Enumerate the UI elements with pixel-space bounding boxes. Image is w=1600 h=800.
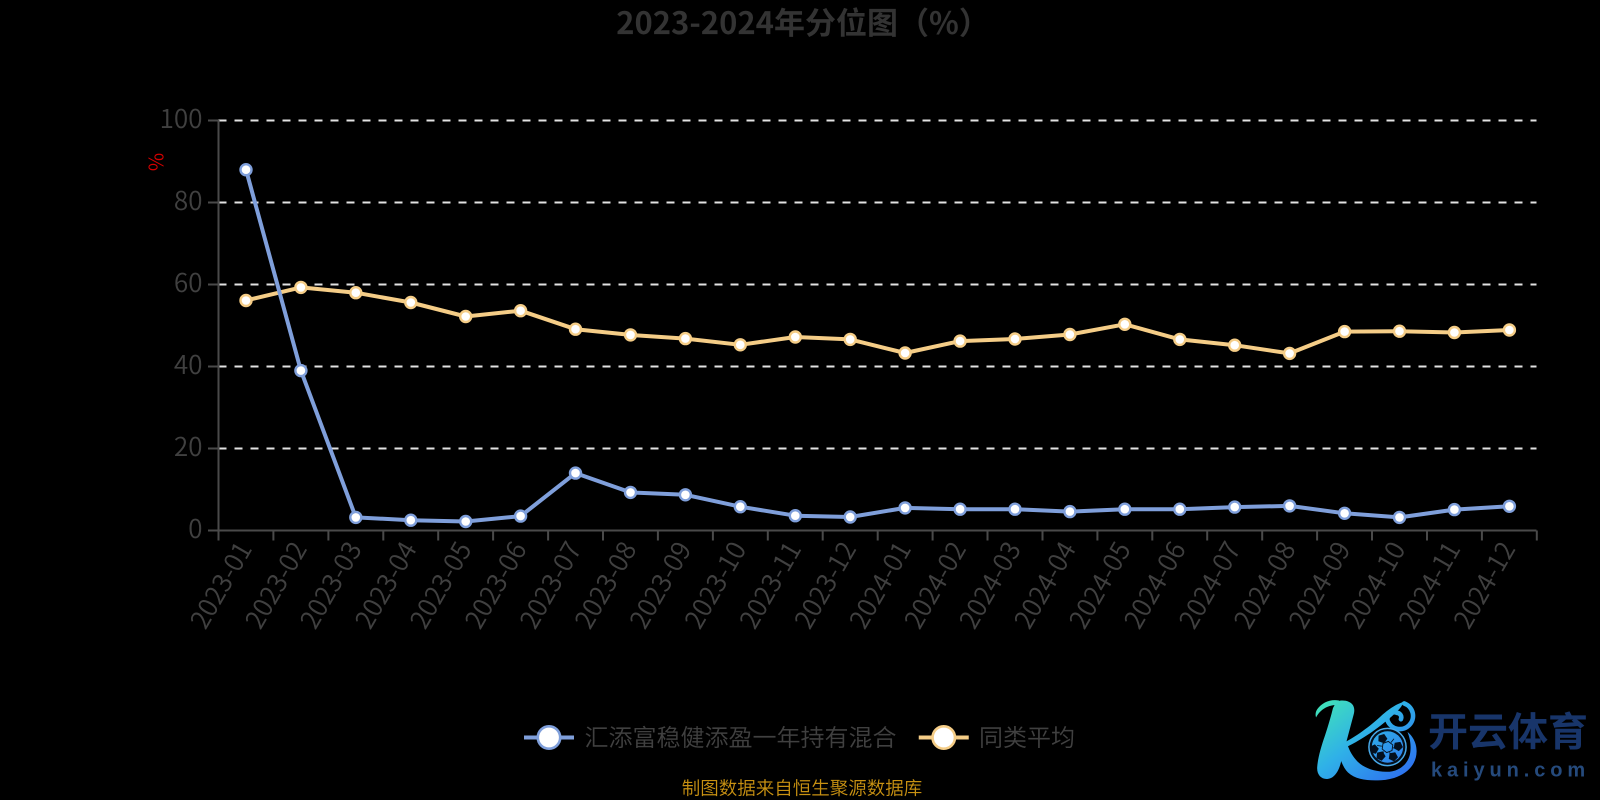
svg-text:kaiyun.com: kaiyun.com <box>1431 760 1590 782</box>
